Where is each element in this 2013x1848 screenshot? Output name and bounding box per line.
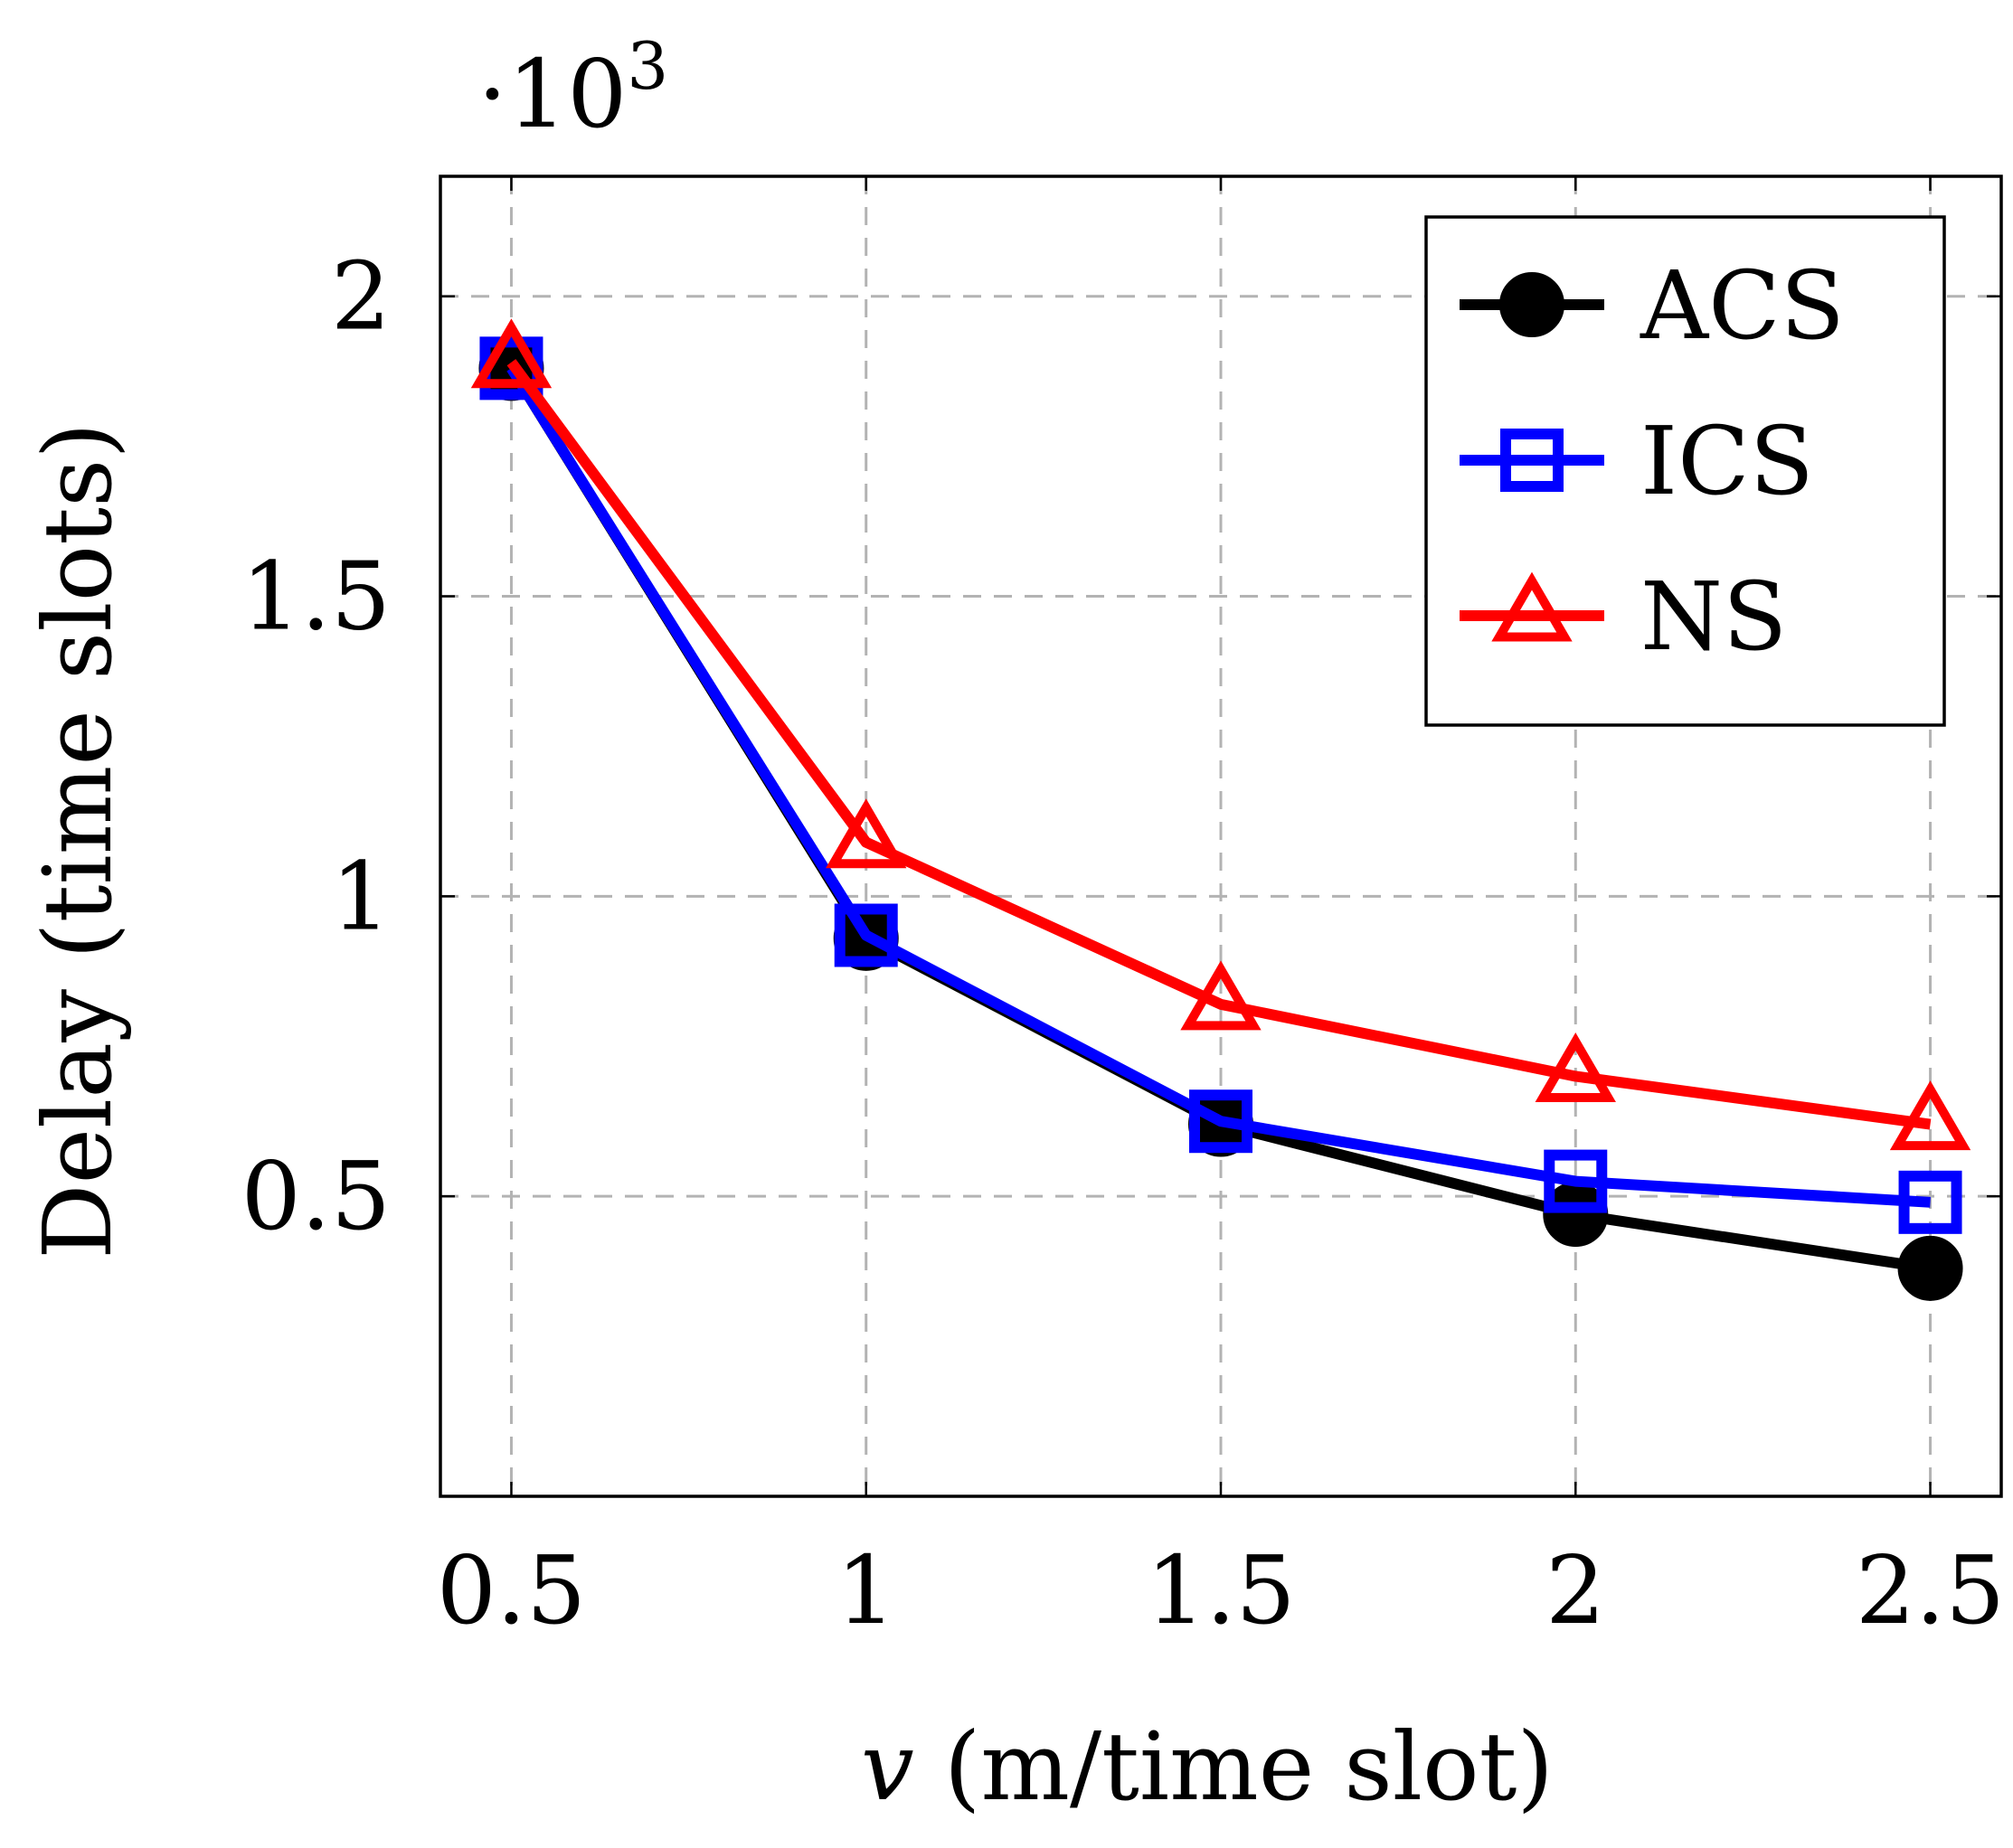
x-tick-label: 0.5 [437,1535,586,1645]
series-line-ns [506,359,1932,1130]
legend-item-ns: NS [1460,561,1787,672]
y-tick-label: 1.5 [241,542,391,652]
legend-label: ICS [1640,406,1814,516]
y-tick-label: 0.5 [241,1141,391,1251]
series-group [470,318,1971,1301]
series-ics [479,336,1962,1234]
x-tick-labels: 0.5 1 1.5 2 2.5 [437,1535,2005,1645]
y-tick-label: 1 [331,841,391,951]
axis-ticks [440,176,2001,1496]
legend: ACS ICS NS [1424,215,1946,727]
plot-frame [439,174,2003,1498]
x-tick-label: 2 [1545,1535,1605,1645]
x-tick-label: 1 [836,1535,896,1645]
legend-label: NS [1640,561,1787,672]
series-ns [470,318,1971,1151]
x-axis-title: v (m/time slot) [861,1711,1554,1822]
series-line-ics [506,365,1931,1208]
data-point-ns [1535,1032,1616,1103]
data-point-ics [834,903,898,967]
data-point-ns [1180,960,1262,1031]
data-point-ics [1544,1149,1608,1213]
legend-marker-acs [1499,272,1564,337]
legend-item-ics: ICS [1460,406,1814,516]
y-axis-multiplier: ·103 [477,28,668,149]
data-point-ns [470,318,553,389]
x-tick-label: 2.5 [1856,1535,2005,1645]
legend-marker-ns [1491,571,1573,642]
data-point-ns [826,798,907,869]
legend-marker-ics [1500,429,1564,492]
x-tick-label: 1.5 [1146,1535,1295,1645]
legend-label: ACS [1640,250,1845,361]
data-point-ns [1889,1080,1971,1151]
y-tick-label: 2 [331,241,391,352]
y-tick-labels: 0.5 1 1.5 2 [241,241,391,1251]
legend-item-acs: ACS [1460,250,1845,361]
data-point-acs [1897,1235,1963,1301]
y-axis-title: Delay (time slots) [23,422,133,1259]
data-point-ics [1189,1089,1252,1154]
data-point-ics [1898,1170,1962,1234]
